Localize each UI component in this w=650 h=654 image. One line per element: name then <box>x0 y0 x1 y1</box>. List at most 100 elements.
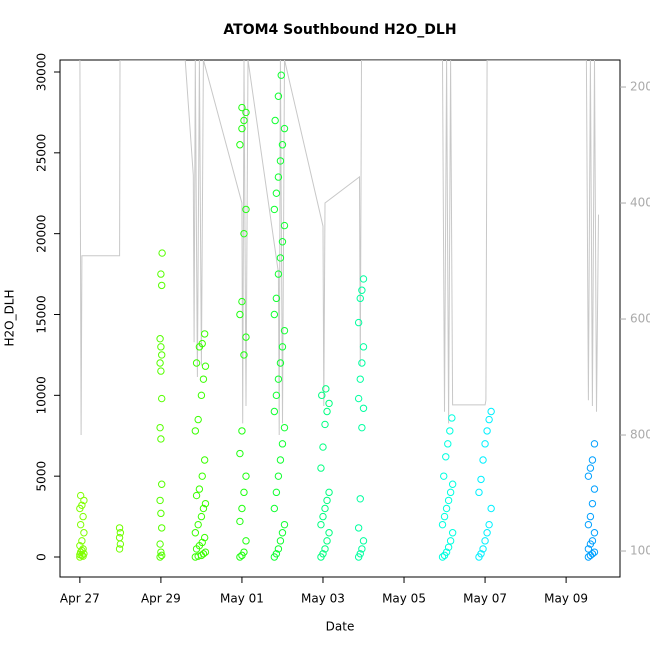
point <box>238 124 246 133</box>
point <box>278 141 287 149</box>
y-tick-label: 0 <box>35 553 49 561</box>
point <box>278 440 287 448</box>
point <box>274 375 283 383</box>
point <box>195 485 204 493</box>
point <box>242 537 250 545</box>
point <box>358 423 366 432</box>
point <box>240 116 248 125</box>
point <box>157 367 165 375</box>
point <box>588 499 597 508</box>
chart-title: ATOM4 Southbound H2O_DLH <box>223 22 456 38</box>
point <box>242 205 250 214</box>
point <box>590 485 599 493</box>
point <box>198 339 206 348</box>
point <box>446 427 454 435</box>
plot-area <box>76 60 599 561</box>
point <box>356 294 364 303</box>
point <box>199 504 208 513</box>
point <box>242 333 250 341</box>
y2-tick-label: 800 <box>630 428 650 442</box>
point <box>156 359 164 367</box>
point <box>158 551 166 560</box>
x-tick-label: May 01 <box>220 592 264 606</box>
point <box>359 404 368 412</box>
plot-box <box>59 59 621 578</box>
x-tick-label: May 03 <box>301 592 345 606</box>
point <box>116 529 125 537</box>
point <box>158 480 166 488</box>
point <box>280 221 289 230</box>
point <box>78 501 86 509</box>
point <box>321 420 329 429</box>
point <box>277 71 285 79</box>
point <box>359 275 368 283</box>
point <box>200 456 209 464</box>
point <box>483 529 491 537</box>
point <box>199 550 208 558</box>
point <box>236 553 244 561</box>
point <box>156 553 164 561</box>
point <box>240 548 248 556</box>
y-tick-label: 10000 <box>35 376 49 414</box>
point <box>354 394 363 403</box>
point <box>276 456 285 464</box>
point <box>586 551 595 560</box>
point <box>319 512 327 521</box>
point <box>278 529 287 537</box>
point <box>588 456 597 464</box>
point <box>272 488 281 497</box>
point <box>586 512 595 521</box>
point <box>199 375 208 383</box>
point <box>158 524 166 532</box>
point <box>240 488 248 497</box>
point <box>477 475 485 484</box>
point <box>201 362 210 370</box>
point <box>274 472 283 480</box>
point <box>242 108 250 117</box>
point <box>584 520 593 529</box>
point <box>270 205 279 214</box>
point <box>325 399 333 408</box>
point <box>270 504 279 513</box>
point <box>115 545 124 553</box>
point <box>590 548 599 556</box>
point <box>158 394 166 403</box>
point <box>323 496 331 505</box>
point <box>236 310 244 319</box>
point <box>444 543 453 552</box>
x-tick-label: Apr 29 <box>141 592 181 606</box>
point <box>280 124 289 133</box>
point <box>444 496 453 505</box>
point <box>356 375 364 383</box>
point <box>238 504 246 513</box>
point <box>485 520 493 529</box>
point <box>78 537 86 545</box>
point <box>236 449 244 458</box>
point <box>325 529 333 537</box>
x-tick-label: May 09 <box>544 592 588 606</box>
point <box>487 504 495 513</box>
point <box>477 550 485 558</box>
point <box>157 270 165 278</box>
point <box>483 427 491 435</box>
y-tick-label: 30000 <box>35 53 49 91</box>
point <box>191 529 200 537</box>
y2-tick-label: 400 <box>630 196 650 210</box>
point <box>272 189 281 197</box>
point <box>475 488 483 497</box>
point <box>481 440 489 448</box>
point <box>440 512 449 521</box>
y2-tick-label: 600 <box>630 312 650 326</box>
point <box>157 509 165 518</box>
y-tick-label: 15000 <box>35 295 49 333</box>
point <box>448 529 457 537</box>
point <box>319 443 327 451</box>
y-axis-label: H2O_DLH <box>3 289 17 346</box>
point <box>197 512 206 521</box>
point <box>446 537 455 545</box>
point <box>358 545 366 553</box>
point <box>448 480 457 488</box>
point <box>584 553 593 561</box>
point <box>272 294 281 303</box>
